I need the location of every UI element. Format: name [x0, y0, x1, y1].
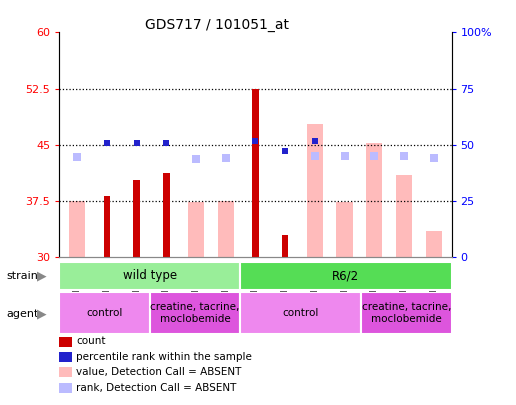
Text: creatine, tacrine,
moclobemide: creatine, tacrine, moclobemide	[150, 302, 240, 324]
Text: agent: agent	[7, 309, 39, 319]
Bar	[59, 262, 240, 290]
Text: control: control	[86, 308, 123, 318]
Bar	[218, 201, 234, 257]
Text: control: control	[282, 308, 319, 318]
Bar	[336, 202, 353, 257]
Bar	[361, 292, 452, 334]
Bar	[396, 175, 412, 257]
Text: value, Detection Call = ABSENT: value, Detection Call = ABSENT	[76, 367, 241, 377]
Text: count: count	[76, 337, 106, 346]
Bar	[163, 173, 170, 257]
Bar	[133, 180, 140, 257]
Text: rank, Detection Call = ABSENT: rank, Detection Call = ABSENT	[76, 383, 237, 392]
Bar	[366, 143, 382, 257]
Bar	[307, 124, 323, 257]
Bar	[59, 292, 150, 334]
Bar	[282, 235, 288, 257]
Bar	[150, 292, 240, 334]
Text: ▶: ▶	[37, 270, 47, 283]
Bar	[252, 89, 259, 257]
Text: creatine, tacrine,
moclobemide: creatine, tacrine, moclobemide	[362, 302, 451, 324]
Text: percentile rank within the sample: percentile rank within the sample	[76, 352, 252, 362]
Text: ▶: ▶	[37, 307, 47, 320]
Text: R6/2: R6/2	[332, 269, 360, 282]
Bar	[240, 292, 361, 334]
Bar	[426, 231, 442, 257]
Bar	[69, 201, 85, 257]
Text: GDS717 / 101051_at: GDS717 / 101051_at	[144, 18, 289, 32]
Bar	[104, 196, 110, 257]
Bar	[188, 202, 204, 257]
Text: wild type: wild type	[123, 269, 177, 282]
Text: strain: strain	[7, 271, 39, 281]
Bar	[240, 262, 452, 290]
